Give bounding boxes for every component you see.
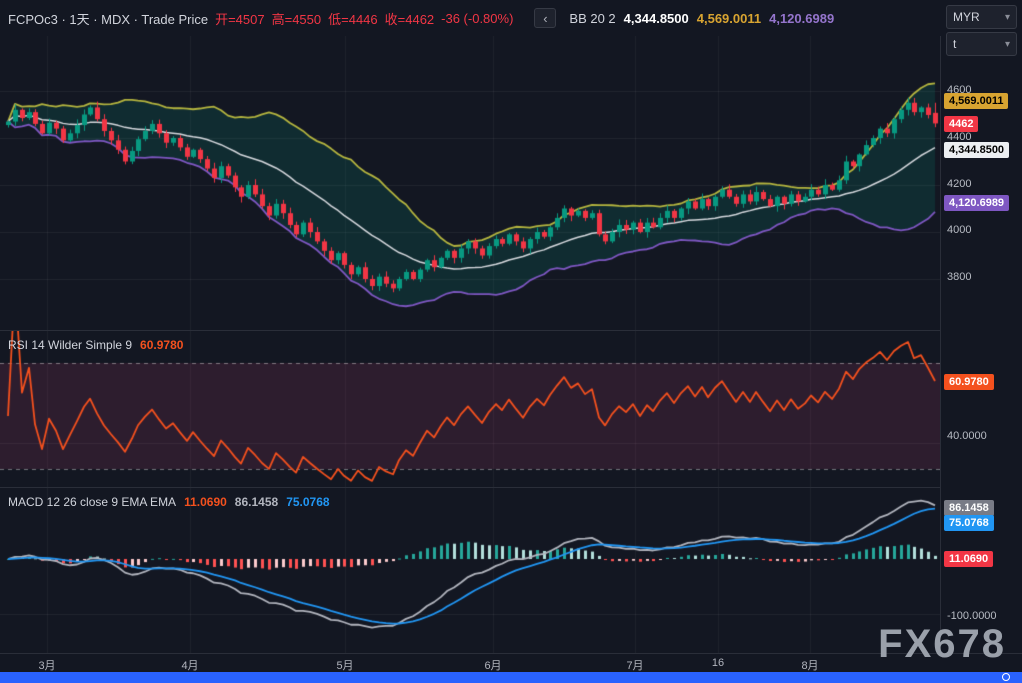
ohlc-high: 高=4550 [271,11,322,27]
rsi-pane-canvas[interactable] [0,331,940,487]
legend-back-button[interactable]: ‹ [534,8,557,28]
time-axis[interactable]: 3月 4月 5月 6月 7月 16 8月 [0,653,1022,672]
bb-lower-value: 4,120.6989 [769,10,835,26]
macd-legend[interactable]: MACD 12 26 close 9 EMA EMA 11.0690 86.14… [8,495,330,509]
macd-signal-value: 75.0768 [286,495,330,509]
clock-icon[interactable] [1002,673,1010,681]
macd-line-badge: 86.1458 [944,500,994,516]
price-pane [0,36,940,330]
time-axis-label[interactable]: 16 [711,657,725,669]
bb-basis-value: 4,344.8500 [623,10,689,26]
histogram-badge: 11.0690 [944,551,994,567]
macd-title: MACD 12 26 close 9 EMA EMA [8,495,177,509]
macd-line-value: 86.1458 [234,495,279,509]
unit-selector[interactable]: t ▾ [946,32,1017,56]
chevron-left-icon: ‹ [543,10,548,26]
axis-tick: 3800 [947,271,972,283]
time-axis-label[interactable]: 3月 [38,660,56,672]
last-price-badge: 4462 [944,116,979,132]
price-pane-canvas[interactable] [0,36,940,330]
rsi-title: RSI 14 Wilder Simple 9 [8,338,133,352]
unit-value: t [953,37,957,51]
ohlc-close: 收=4462 [384,11,435,27]
axis-tick: 4400 [947,131,972,143]
axis-tick: 40.0000 [947,430,987,442]
ohlc-open: 开=4507 [215,11,265,27]
right-price-axis[interactable]: 4600 4400 4200 4000 3800 4,569.0011 4462 4,344.… [940,36,1022,653]
macd-hist-value: 11.0690 [184,495,227,509]
watermark: FX678 [878,622,1006,666]
bb-upper-value: 4,569.0011 [696,10,762,26]
rsi-value-badge: 60.9780 [944,374,994,390]
rsi-value: 60.9780 [140,338,184,352]
bb-indicator-label: BB 20 2 [569,10,616,26]
rsi-legend[interactable]: RSI 14 Wilder Simple 9 60.9780 [8,338,183,352]
time-axis-label[interactable]: 6月 [484,660,502,672]
axis-tick: 4000 [947,224,972,236]
currency-selector[interactable]: MYR ▾ [946,5,1017,29]
change-value: -36 (-0.80%) [441,10,514,26]
ohlc-low: 低=4446 [328,11,378,27]
axis-tick: -100.0000 [947,610,997,622]
chevron-down-icon: ▾ [1004,38,1010,50]
macd-pane-canvas[interactable] [0,488,940,653]
rsi-pane: RSI 14 Wilder Simple 9 60.9780 [0,330,940,487]
bb-lower-badge: 4,120.6989 [944,195,1010,211]
macd-pane: MACD 12 26 close 9 EMA EMA 11.0690 86.14… [0,487,940,653]
bb-legend[interactable]: BB 20 2 4,344.8500 4,569.0011 4,120.6989 [569,11,834,26]
chart-header: FCPOc3 · 1天 · MDX · Trade Price 开=4507 高… [0,0,940,36]
bottom-status-bar [0,672,1022,683]
time-axis-label[interactable]: 4月 [181,660,199,672]
time-axis-label[interactable]: 5月 [336,660,354,672]
chevron-down-icon: ▾ [1004,11,1010,23]
bb-upper-badge: 4,569.0011 [944,93,1009,109]
time-axis-label[interactable]: 8月 [801,660,819,672]
axis-tick: 4200 [947,178,972,190]
axis-corner: MYR ▾ t ▾ [941,0,1022,62]
time-axis-label[interactable]: 7月 [626,660,644,672]
signal-line-badge: 75.0768 [944,515,994,531]
currency-value: MYR [953,10,980,24]
symbol-title[interactable]: FCPOc3 · 1天 · MDX · Trade Price [8,11,209,27]
bb-basis-badge: 4,344.8500 [944,142,1010,158]
